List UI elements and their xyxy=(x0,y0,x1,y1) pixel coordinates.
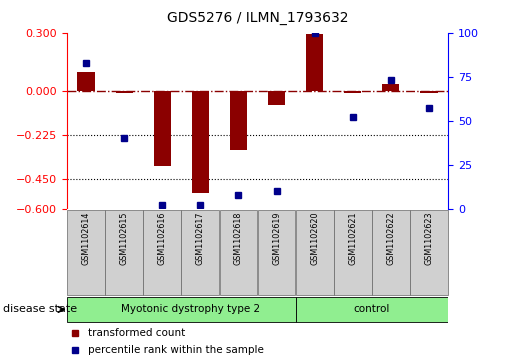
Text: GSM1102621: GSM1102621 xyxy=(348,211,357,265)
Bar xyxy=(230,91,247,150)
Text: GSM1102615: GSM1102615 xyxy=(119,211,129,265)
Text: GSM1102619: GSM1102619 xyxy=(272,211,281,265)
Bar xyxy=(420,91,438,93)
Bar xyxy=(153,91,171,166)
Bar xyxy=(77,72,95,91)
Text: GSM1102622: GSM1102622 xyxy=(386,211,396,265)
Bar xyxy=(192,91,209,193)
FancyBboxPatch shape xyxy=(410,209,448,295)
Text: GSM1102623: GSM1102623 xyxy=(424,211,434,265)
Bar xyxy=(344,91,362,93)
Bar xyxy=(268,91,285,105)
Text: GSM1102620: GSM1102620 xyxy=(310,211,319,265)
FancyBboxPatch shape xyxy=(105,209,143,295)
Text: GSM1102618: GSM1102618 xyxy=(234,211,243,265)
Text: transformed count: transformed count xyxy=(88,328,185,338)
FancyBboxPatch shape xyxy=(181,209,219,295)
Bar xyxy=(306,34,323,91)
Text: GDS5276 / ILMN_1793632: GDS5276 / ILMN_1793632 xyxy=(167,11,348,25)
FancyBboxPatch shape xyxy=(372,209,410,295)
Text: GSM1102616: GSM1102616 xyxy=(158,211,167,265)
Text: disease state: disease state xyxy=(3,305,77,314)
Bar xyxy=(382,83,400,91)
FancyBboxPatch shape xyxy=(67,209,105,295)
FancyBboxPatch shape xyxy=(296,209,334,295)
FancyBboxPatch shape xyxy=(258,209,296,295)
Text: GSM1102617: GSM1102617 xyxy=(196,211,205,265)
FancyBboxPatch shape xyxy=(67,297,296,322)
FancyBboxPatch shape xyxy=(219,209,258,295)
Bar xyxy=(115,91,133,93)
FancyBboxPatch shape xyxy=(296,297,448,322)
Text: GSM1102614: GSM1102614 xyxy=(81,211,91,265)
Text: control: control xyxy=(354,305,390,314)
Text: Myotonic dystrophy type 2: Myotonic dystrophy type 2 xyxy=(121,305,261,314)
FancyBboxPatch shape xyxy=(143,209,181,295)
Text: percentile rank within the sample: percentile rank within the sample xyxy=(88,345,264,355)
FancyBboxPatch shape xyxy=(334,209,372,295)
